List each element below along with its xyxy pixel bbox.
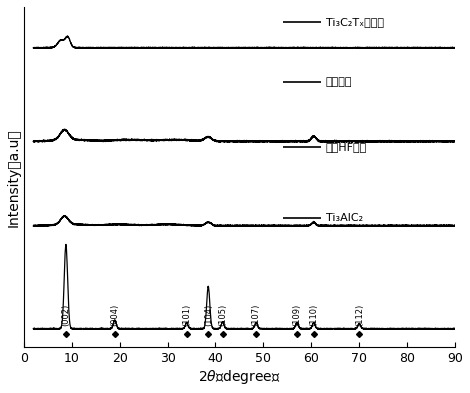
Text: (004): (004) <box>110 304 119 326</box>
Text: (002): (002) <box>62 304 70 326</box>
Text: 单純HF刻蚀: 单純HF刻蚀 <box>326 141 367 152</box>
Text: Ti₃AlC₂: Ti₃AlC₂ <box>326 213 363 223</box>
Text: (110): (110) <box>309 304 318 326</box>
X-axis label: 2$\theta$（degree）: 2$\theta$（degree） <box>198 368 281 386</box>
Text: 两步刻蚀: 两步刻蚀 <box>326 77 352 87</box>
Text: (105): (105) <box>218 304 227 326</box>
Y-axis label: Intensity（a.u）: Intensity（a.u） <box>7 128 21 226</box>
Text: (107): (107) <box>252 304 261 326</box>
Text: (112): (112) <box>355 304 364 326</box>
Text: (101): (101) <box>182 304 191 326</box>
Text: (104): (104) <box>204 304 213 326</box>
Text: Ti₃C₂Tₓ纳米片: Ti₃C₂Tₓ纳米片 <box>326 17 384 27</box>
Text: (109): (109) <box>292 304 301 326</box>
